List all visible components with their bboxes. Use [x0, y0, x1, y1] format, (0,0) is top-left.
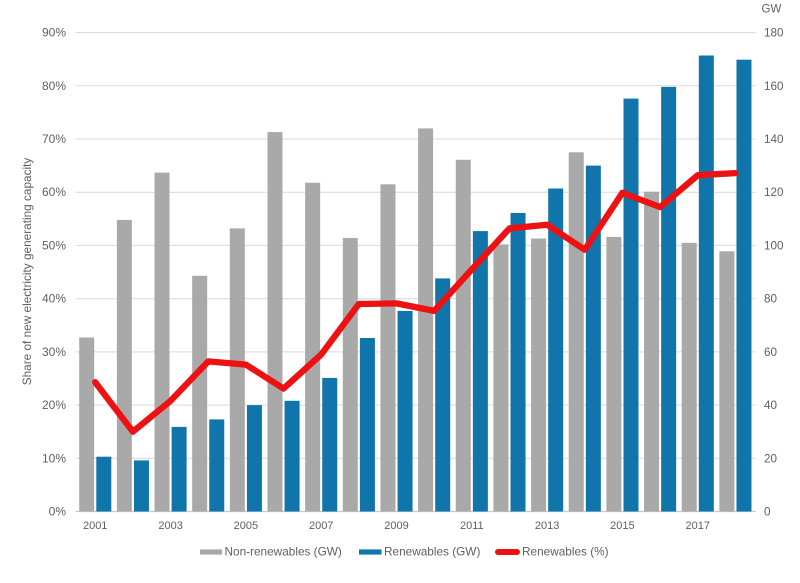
svg-text:30%: 30% [42, 345, 66, 359]
svg-text:70%: 70% [42, 132, 66, 146]
svg-text:Renewables (GW): Renewables (GW) [384, 544, 480, 558]
svg-text:2005: 2005 [234, 520, 258, 532]
svg-text:140: 140 [764, 133, 784, 146]
svg-text:2017: 2017 [686, 520, 710, 532]
svg-text:Share of new electricity gener: Share of new electricity generating capa… [20, 158, 34, 386]
svg-text:80: 80 [764, 293, 778, 306]
svg-text:160: 160 [764, 80, 784, 93]
svg-text:2011: 2011 [460, 520, 484, 532]
svg-text:120: 120 [764, 186, 784, 199]
svg-text:60%: 60% [42, 185, 66, 199]
svg-text:80%: 80% [42, 79, 66, 93]
svg-text:20: 20 [764, 452, 778, 465]
svg-text:2003: 2003 [158, 520, 182, 532]
svg-text:10%: 10% [42, 451, 66, 465]
svg-text:40: 40 [764, 399, 778, 412]
svg-text:2009: 2009 [384, 520, 408, 532]
svg-text:Non-renewables (GW): Non-renewables (GW) [225, 544, 342, 558]
svg-text:GW: GW [762, 3, 782, 15]
svg-text:50%: 50% [42, 238, 66, 252]
svg-text:2013: 2013 [535, 520, 559, 532]
svg-text:100: 100 [764, 239, 784, 252]
svg-text:180: 180 [764, 27, 784, 40]
svg-text:90%: 90% [42, 26, 66, 40]
svg-text:0: 0 [764, 506, 771, 519]
svg-text:Renewables (%): Renewables (%) [522, 544, 609, 558]
svg-text:2001: 2001 [83, 520, 107, 532]
svg-text:2007: 2007 [309, 520, 333, 532]
svg-text:40%: 40% [42, 292, 66, 306]
svg-text:2015: 2015 [610, 520, 634, 532]
svg-text:0%: 0% [49, 505, 67, 519]
svg-text:60: 60 [764, 346, 778, 359]
svg-text:20%: 20% [42, 398, 66, 412]
